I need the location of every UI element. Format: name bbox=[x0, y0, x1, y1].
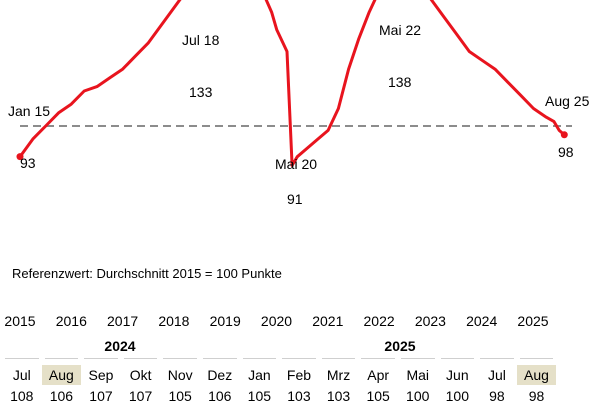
table-value-cell: 105 bbox=[366, 388, 390, 404]
line-chart bbox=[16, 0, 572, 167]
table-value-cell: 100 bbox=[445, 388, 469, 404]
table-value-cell: 98 bbox=[489, 388, 505, 404]
x-tick-2015: 2015 bbox=[4, 313, 36, 329]
annotation-mai20-label: Mai 20 bbox=[275, 156, 318, 172]
annotation-jan15-label: Jan 15 bbox=[8, 103, 51, 119]
table-month-cell: Jul bbox=[12, 367, 31, 383]
x-tick-2022: 2022 bbox=[363, 313, 395, 329]
annotation-mai20-value: 91 bbox=[287, 191, 303, 207]
table-group-line bbox=[361, 358, 395, 359]
table-year-2025: 2025 bbox=[384, 338, 416, 354]
table-value-cell: 107 bbox=[128, 388, 153, 404]
table-month-cell: Jan bbox=[248, 367, 271, 383]
x-tick-2024: 2024 bbox=[466, 313, 498, 329]
x-tick-2021: 2021 bbox=[312, 313, 344, 329]
series-line bbox=[18, 0, 566, 167]
x-tick-2017: 2017 bbox=[107, 313, 139, 329]
table-group-line bbox=[440, 358, 475, 359]
table-value-cell: 105 bbox=[168, 388, 192, 404]
annotation-mai22-label: Mai 22 bbox=[379, 22, 422, 38]
annotation-aug25-value: 98 bbox=[558, 144, 574, 160]
x-tick-2018: 2018 bbox=[158, 313, 190, 329]
table-month-cell: Okt bbox=[129, 367, 152, 383]
annotation-jul18-label: Jul 18 bbox=[182, 32, 220, 48]
table-month-cell: Dez bbox=[207, 367, 233, 383]
start-point-marker bbox=[16, 153, 24, 161]
table-month-cell: Apr bbox=[367, 367, 390, 383]
table-year-2024: 2024 bbox=[104, 338, 136, 354]
table-group-line bbox=[282, 358, 316, 359]
table-group-line bbox=[203, 358, 237, 359]
table-month-cell: Nov bbox=[167, 367, 193, 383]
end-point-marker bbox=[560, 131, 568, 139]
table-value-cell: 106 bbox=[208, 388, 232, 404]
table-group-line bbox=[163, 358, 197, 359]
table-group-line bbox=[480, 358, 514, 359]
annotation-jul18-value: 133 bbox=[189, 84, 213, 100]
table-group-line bbox=[242, 358, 277, 359]
table-group-line bbox=[519, 358, 554, 359]
table-group-line bbox=[401, 358, 435, 359]
x-tick-2023: 2023 bbox=[414, 313, 446, 329]
table-value-cell: 105 bbox=[247, 388, 272, 404]
table-value-row: 108 106 107 107 105 106 105 103 103 105 100 100 98 98 bbox=[2, 386, 596, 406]
table-group-line bbox=[44, 358, 79, 359]
table-group-line bbox=[123, 358, 158, 359]
table-month-cell: Mai bbox=[406, 367, 430, 383]
annotation-mai22-value: 138 bbox=[388, 74, 412, 90]
x-tick-2020: 2020 bbox=[260, 313, 293, 329]
table-month-cell: Aug bbox=[41, 365, 82, 385]
table-month-cell: Jun bbox=[446, 367, 469, 383]
reference-note: Referenzwert: Durchschnitt 2015 = 100 Pu… bbox=[12, 266, 282, 281]
x-tick-2019: 2019 bbox=[209, 313, 241, 329]
table-value-cell: 106 bbox=[49, 388, 74, 404]
x-tick-2016: 2016 bbox=[55, 313, 87, 329]
table-month-cell: Jul bbox=[487, 367, 506, 383]
x-tick-2025: 2025 bbox=[517, 313, 549, 329]
annotation-jan15-value: 93 bbox=[20, 155, 36, 171]
table-value-cell: 108 bbox=[10, 388, 34, 404]
table-month-cell: Mrz bbox=[326, 367, 351, 383]
table-group-line bbox=[321, 358, 356, 359]
annotation-aug25-label: Aug 25 bbox=[545, 93, 590, 109]
table-value-cell: 103 bbox=[326, 388, 351, 404]
table-value-cell: 107 bbox=[89, 388, 113, 404]
table-group-line bbox=[5, 358, 39, 359]
table-month-row: Jul Aug Sep Okt Nov Dez Jan Feb Mrz Apr Mai Jun Jul A… bbox=[2, 365, 596, 385]
table-month-cell: Aug bbox=[516, 365, 557, 385]
table-value-cell: 100 bbox=[406, 388, 430, 404]
table-month-cell: Feb bbox=[286, 367, 312, 383]
table-value-cell: 98 bbox=[528, 388, 545, 404]
table-value-cell: 103 bbox=[287, 388, 311, 404]
table-month-cell: Sep bbox=[88, 367, 114, 383]
table-year-headers: 2024 2025 bbox=[0, 338, 600, 356]
table-group-line bbox=[84, 358, 118, 359]
table-group-lines bbox=[0, 358, 600, 364]
x-axis-years: 2015 2016 2017 2018 2019 2020 2021 2022 2023 2024… bbox=[0, 313, 600, 329]
